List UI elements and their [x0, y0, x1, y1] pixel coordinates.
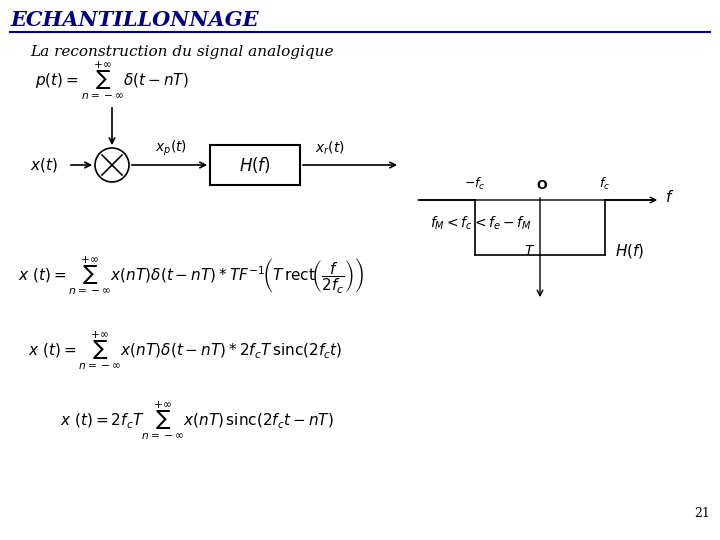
- Text: $x_p(t)$: $x_p(t)$: [155, 138, 187, 158]
- Text: $f$: $f$: [665, 189, 675, 205]
- Text: $\mathbf{O}$: $\mathbf{O}$: [536, 179, 548, 192]
- Text: 21: 21: [694, 507, 710, 520]
- Bar: [210, 145, 300, 185]
- Text: $x_r(t)$: $x_r(t)$: [315, 139, 345, 157]
- Text: $x\ (t) = 2f_cT\sum_{n=-\infty}^{+\infty} x(nT)\,\mathrm{sinc}(2f_ct-nT)$: $x\ (t) = 2f_cT\sum_{n=-\infty}^{+\infty…: [60, 400, 334, 442]
- Text: $T$: $T$: [523, 244, 535, 258]
- Text: $f_M < f_c < f_e - f_M$: $f_M < f_c < f_e - f_M$: [430, 215, 531, 232]
- Text: $-f_c$: $-f_c$: [464, 176, 486, 192]
- Text: La reconstruction du signal analogique: La reconstruction du signal analogique: [30, 45, 333, 59]
- Text: $f_c$: $f_c$: [600, 176, 611, 192]
- Text: $x\ (t) = \sum_{n=-\infty}^{+\infty} x(nT)\delta(t-nT)*TF^{-1}\!\left(T\,\mathrm: $x\ (t) = \sum_{n=-\infty}^{+\infty} x(n…: [18, 255, 364, 297]
- Text: $p(t)=\sum_{n=-\infty}^{+\infty}\delta(t-nT)$: $p(t)=\sum_{n=-\infty}^{+\infty}\delta(t…: [35, 60, 189, 102]
- Text: $H(f)$: $H(f)$: [239, 155, 271, 175]
- Text: $H(f)$: $H(f)$: [615, 242, 644, 260]
- Text: ECHANTILLONNAGE: ECHANTILLONNAGE: [10, 10, 258, 30]
- Text: $x\ (t) = \sum_{n=-\infty}^{+\infty} x(nT)\delta(t-nT)*2f_cT\,\mathrm{sinc}(2f_c: $x\ (t) = \sum_{n=-\infty}^{+\infty} x(n…: [28, 330, 343, 372]
- Text: $x(t)$: $x(t)$: [30, 156, 58, 174]
